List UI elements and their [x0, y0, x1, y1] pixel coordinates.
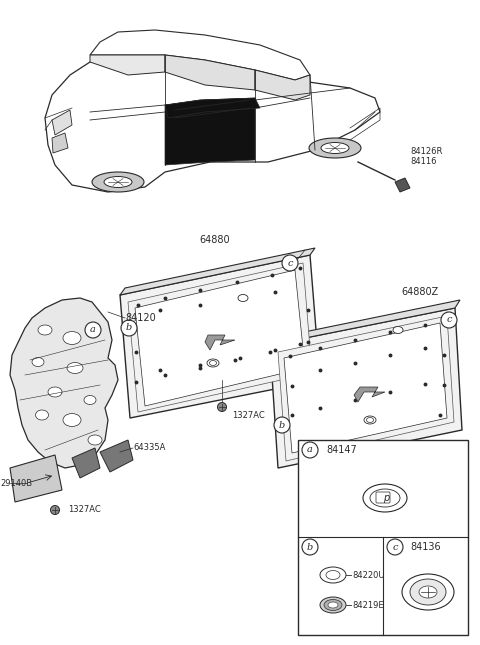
Ellipse shape	[238, 295, 248, 301]
Ellipse shape	[321, 143, 349, 154]
Circle shape	[121, 320, 137, 336]
Text: 1327AC: 1327AC	[232, 410, 265, 419]
Text: 84116: 84116	[410, 157, 436, 166]
Ellipse shape	[370, 489, 400, 507]
Text: 64880Z: 64880Z	[401, 287, 439, 297]
Ellipse shape	[402, 574, 454, 610]
Ellipse shape	[48, 387, 62, 397]
Ellipse shape	[419, 586, 437, 598]
Polygon shape	[354, 387, 385, 402]
Polygon shape	[90, 30, 310, 80]
Polygon shape	[205, 335, 235, 350]
Ellipse shape	[67, 362, 83, 373]
Polygon shape	[270, 308, 462, 468]
Ellipse shape	[50, 506, 60, 515]
Text: a: a	[307, 446, 313, 455]
Ellipse shape	[364, 416, 376, 424]
Ellipse shape	[320, 597, 346, 613]
Text: c: c	[287, 259, 293, 268]
Text: 84220U: 84220U	[352, 570, 384, 579]
Ellipse shape	[309, 138, 361, 158]
Ellipse shape	[393, 326, 403, 333]
Text: 84219E: 84219E	[352, 600, 384, 610]
FancyBboxPatch shape	[376, 492, 390, 503]
Text: 84147: 84147	[326, 445, 357, 455]
Circle shape	[85, 322, 101, 338]
Text: b: b	[126, 324, 132, 333]
Polygon shape	[270, 300, 460, 345]
Polygon shape	[284, 323, 447, 453]
Ellipse shape	[367, 417, 373, 422]
Polygon shape	[52, 133, 68, 153]
Polygon shape	[135, 270, 305, 406]
Ellipse shape	[217, 402, 227, 412]
FancyBboxPatch shape	[298, 440, 468, 635]
Polygon shape	[255, 70, 310, 100]
Text: c: c	[446, 315, 452, 324]
Polygon shape	[45, 55, 380, 192]
Ellipse shape	[92, 172, 144, 192]
Text: b: b	[279, 421, 285, 430]
Polygon shape	[10, 298, 118, 468]
Polygon shape	[120, 255, 320, 418]
Circle shape	[282, 255, 298, 271]
Ellipse shape	[324, 599, 342, 611]
Circle shape	[441, 312, 457, 328]
Text: c: c	[392, 542, 398, 551]
Text: 29140B: 29140B	[0, 479, 32, 488]
Circle shape	[387, 539, 403, 555]
Text: p: p	[383, 493, 389, 503]
Polygon shape	[10, 455, 62, 502]
Polygon shape	[52, 110, 72, 135]
Text: 64335A: 64335A	[133, 444, 166, 453]
Ellipse shape	[363, 484, 407, 512]
Ellipse shape	[320, 567, 346, 583]
Text: 64880: 64880	[200, 235, 230, 245]
Polygon shape	[72, 448, 100, 478]
Ellipse shape	[84, 395, 96, 404]
Ellipse shape	[410, 579, 446, 605]
Ellipse shape	[328, 602, 338, 608]
Ellipse shape	[104, 177, 132, 188]
Polygon shape	[165, 98, 260, 118]
Text: b: b	[307, 542, 313, 551]
Text: 84126R: 84126R	[410, 148, 443, 157]
Polygon shape	[165, 98, 255, 165]
Circle shape	[302, 539, 318, 555]
Ellipse shape	[88, 435, 102, 445]
Ellipse shape	[63, 332, 81, 344]
Ellipse shape	[32, 357, 44, 366]
Polygon shape	[120, 248, 315, 295]
Ellipse shape	[63, 413, 81, 426]
Polygon shape	[278, 316, 454, 461]
Polygon shape	[90, 55, 165, 75]
Ellipse shape	[209, 361, 216, 366]
Ellipse shape	[36, 410, 48, 420]
Circle shape	[302, 442, 318, 458]
Ellipse shape	[207, 359, 219, 367]
Polygon shape	[165, 55, 255, 90]
Text: 84136: 84136	[410, 542, 441, 552]
Circle shape	[274, 417, 290, 433]
Polygon shape	[100, 440, 133, 472]
Ellipse shape	[38, 325, 52, 335]
Polygon shape	[128, 263, 312, 412]
Polygon shape	[395, 178, 410, 192]
Text: a: a	[90, 326, 96, 335]
Text: 1327AC: 1327AC	[68, 506, 101, 515]
Text: 84120: 84120	[125, 313, 156, 323]
Ellipse shape	[326, 570, 340, 579]
